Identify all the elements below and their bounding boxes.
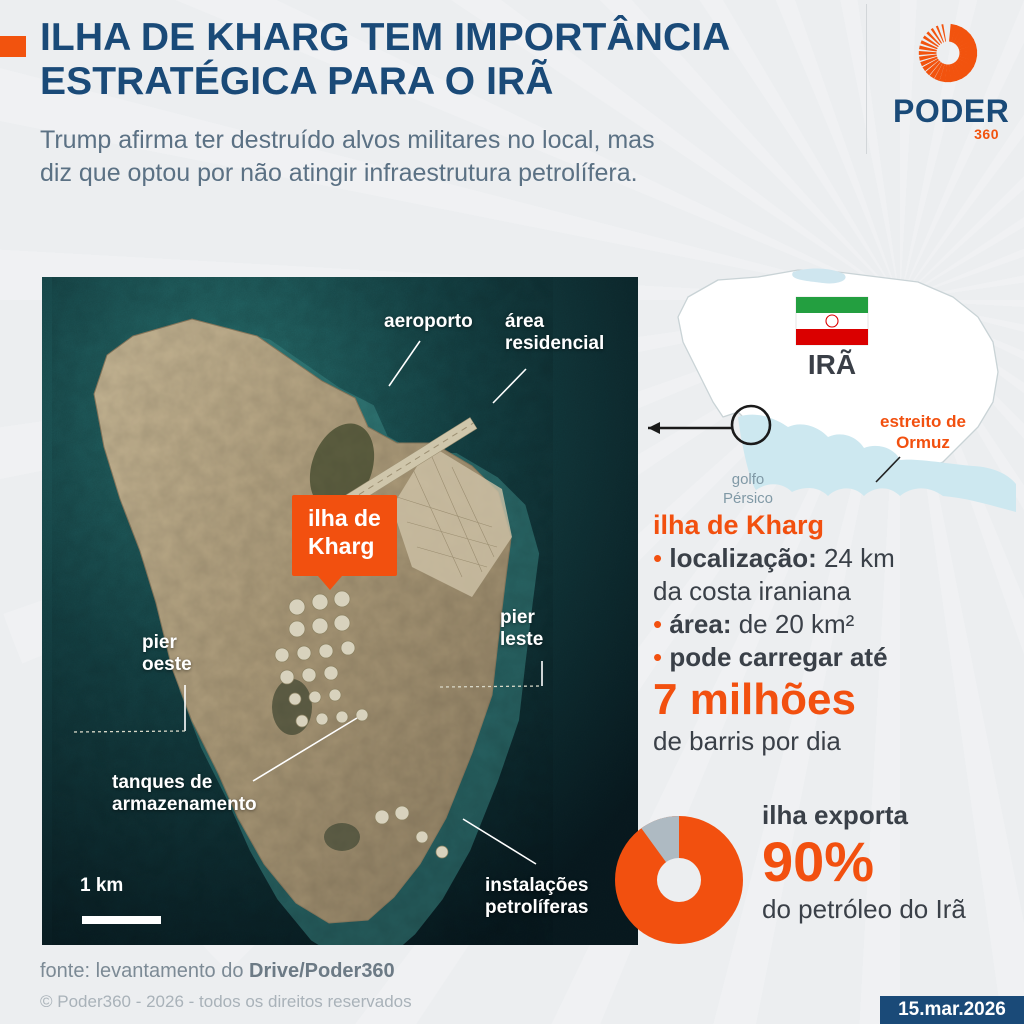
svg-text:IRÃ: IRÃ xyxy=(808,349,856,380)
svg-text:estreito de: estreito de xyxy=(880,412,966,431)
svg-text:Pérsico: Pérsico xyxy=(723,490,773,507)
svg-text:Ormuz: Ormuz xyxy=(896,433,950,452)
svg-text:golfo: golfo xyxy=(732,471,765,488)
